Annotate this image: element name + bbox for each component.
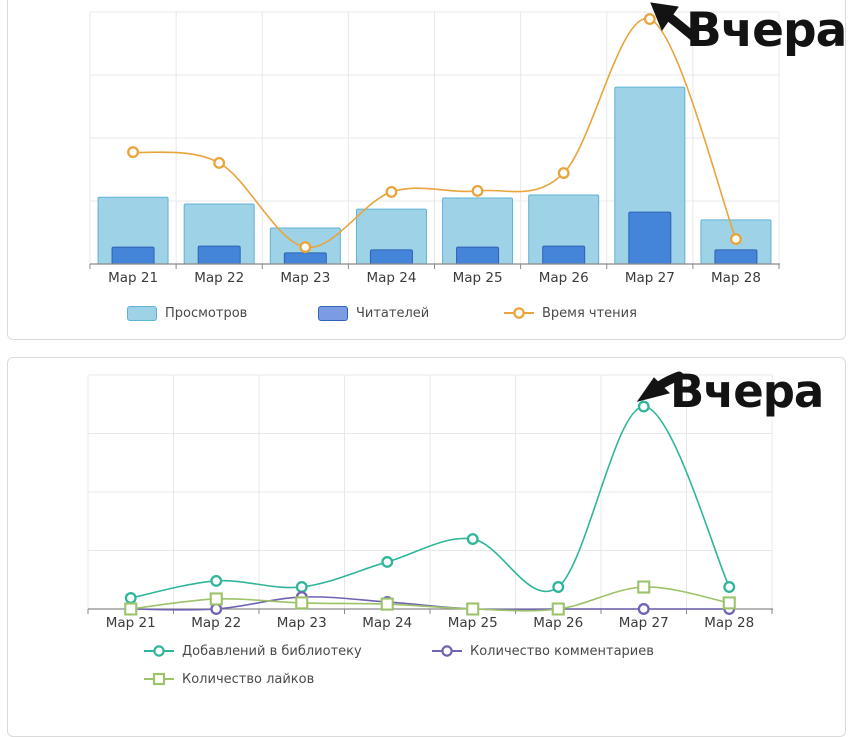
legend-label-comments: Количество комментариев [470,643,654,659]
legend-label-likes: Количество лайков [182,671,315,687]
views-swatch-icon [127,305,157,321]
legend-item-likes: Количество лайков [144,671,314,687]
legend-label-library-adds: Добавлений в библиотеку [182,643,362,659]
legend-item-reading-time: Время чтения [504,305,637,321]
legend-label-views: Просмотров [165,305,248,321]
likes-marker-icon [144,672,174,686]
legend-item-comments: Количество комментариев [432,643,654,659]
legend-label-reading-time: Время чтения [542,305,637,321]
yesterday-annotation-top: Вчера [686,3,847,58]
legend-item-library-adds: Добавлений в библиотеку [144,643,362,659]
readers-swatch-icon [318,305,348,321]
legend-item-views: Просмотров [127,305,247,321]
legend-item-readers: Читателей [318,305,429,321]
reading-time-marker-icon [504,307,534,319]
legend-label-readers: Читателей [356,305,430,321]
library-adds-marker-icon [144,645,174,657]
comments-marker-icon [432,645,462,657]
yesterday-annotation-bottom: Вчера [670,365,824,418]
